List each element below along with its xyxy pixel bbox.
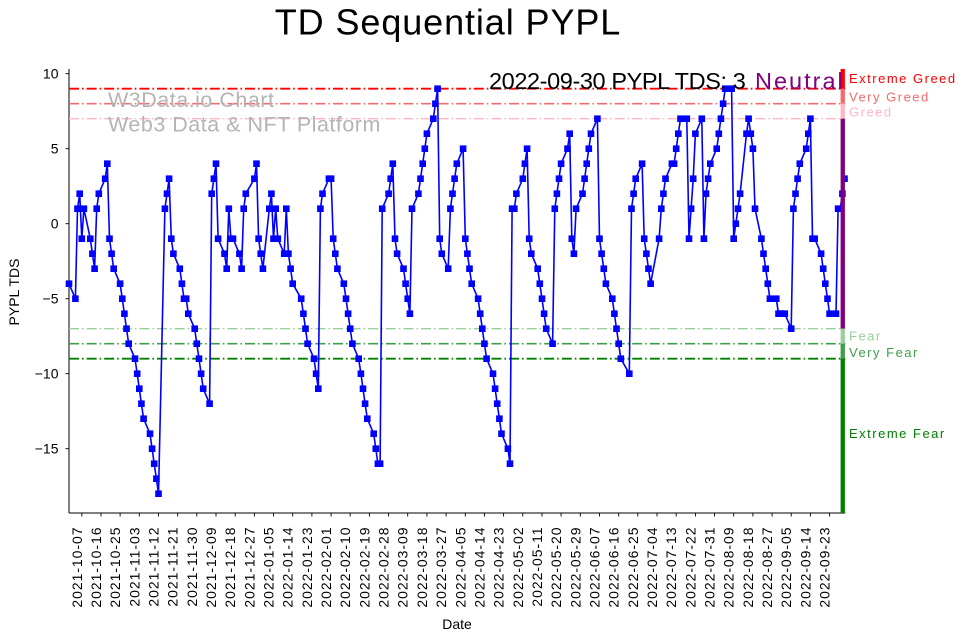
- svg-text:2021-10-25: 2021-10-25: [107, 527, 123, 608]
- svg-text:10: 10: [43, 66, 59, 82]
- svg-text:2021-12-18: 2021-12-18: [222, 527, 238, 608]
- svg-text:2022-01-23: 2022-01-23: [299, 527, 315, 608]
- svg-text:2021-11-21: 2021-11-21: [165, 527, 181, 607]
- svg-text:2022-04-14: 2022-04-14: [471, 527, 487, 608]
- svg-text:−10: −10: [35, 366, 59, 382]
- svg-text:2022-01-05: 2022-01-05: [261, 527, 277, 608]
- svg-text:2022-08-27: 2022-08-27: [759, 527, 775, 608]
- svg-text:2022-07-31: 2022-07-31: [702, 527, 718, 608]
- svg-text:Date: Date: [442, 616, 472, 632]
- svg-text:2022-03-18: 2022-03-18: [414, 527, 430, 608]
- svg-text:2021-10-07: 2021-10-07: [69, 527, 85, 608]
- svg-text:2022-02-10: 2022-02-10: [337, 527, 353, 608]
- svg-text:2022-09-05: 2022-09-05: [778, 527, 794, 608]
- svg-text:W3Data.io Chart: W3Data.io Chart: [108, 88, 274, 112]
- svg-text:2022-05-11: 2022-05-11: [529, 527, 545, 607]
- svg-text:2022-06-07: 2022-06-07: [587, 527, 603, 608]
- svg-text:2022-01-14: 2022-01-14: [280, 527, 296, 608]
- svg-text:2022-04-23: 2022-04-23: [491, 527, 507, 608]
- svg-text:2022-06-16: 2022-06-16: [606, 527, 622, 608]
- svg-text:2021-12-27: 2021-12-27: [241, 527, 257, 608]
- svg-text:2022-05-20: 2022-05-20: [548, 527, 564, 608]
- svg-text:2021-12-09: 2021-12-09: [203, 527, 219, 608]
- svg-text:Extreme Greed: Extreme Greed: [849, 71, 957, 86]
- svg-text:2022-09-14: 2022-09-14: [797, 527, 813, 608]
- svg-text:Very Greed: Very Greed: [849, 90, 930, 105]
- svg-text:−15: −15: [35, 441, 59, 457]
- svg-text:2022-05-02: 2022-05-02: [510, 527, 526, 608]
- svg-text:2022-07-22: 2022-07-22: [682, 527, 698, 608]
- svg-text:2021-11-30: 2021-11-30: [184, 527, 200, 607]
- svg-text:Very Fear: Very Fear: [849, 345, 919, 360]
- svg-text:2022-09-30 PYPL TDS: 3: 2022-09-30 PYPL TDS: 3: [489, 68, 746, 94]
- svg-text:2021-10-16: 2021-10-16: [88, 527, 104, 608]
- svg-text:2022-02-28: 2022-02-28: [376, 527, 392, 608]
- svg-text:Web3 Data & NFT Platform: Web3 Data & NFT Platform: [108, 113, 381, 137]
- svg-text:2022-06-25: 2022-06-25: [625, 527, 641, 608]
- svg-text:2022-05-29: 2022-05-29: [567, 527, 583, 608]
- svg-text:2022-09-23: 2022-09-23: [817, 527, 833, 608]
- svg-text:2022-08-09: 2022-08-09: [721, 527, 737, 608]
- svg-text:Extreme Fear: Extreme Fear: [849, 426, 946, 441]
- svg-text:2021-11-12: 2021-11-12: [146, 527, 162, 607]
- svg-text:2022-02-19: 2022-02-19: [356, 527, 372, 608]
- svg-text:2022-02-01: 2022-02-01: [318, 527, 334, 608]
- svg-text:2022-07-13: 2022-07-13: [663, 527, 679, 608]
- svg-text:2021-11-03: 2021-11-03: [126, 527, 142, 607]
- svg-text:5: 5: [51, 141, 59, 157]
- svg-text:−5: −5: [43, 291, 59, 307]
- svg-text:TD Sequential PYPL: TD Sequential PYPL: [275, 2, 621, 43]
- svg-text:PYPL TDS: PYPL TDS: [6, 259, 22, 326]
- svg-text:Fear: Fear: [849, 329, 882, 344]
- svg-text:2022-04-05: 2022-04-05: [452, 527, 468, 608]
- svg-text:2022-03-09: 2022-03-09: [395, 527, 411, 608]
- svg-text:2022-08-18: 2022-08-18: [740, 527, 756, 608]
- svg-text:2022-07-04: 2022-07-04: [644, 527, 660, 608]
- svg-text:0: 0: [51, 216, 59, 232]
- svg-text:Greed: Greed: [849, 105, 893, 120]
- svg-text:2022-03-27: 2022-03-27: [433, 527, 449, 608]
- svg-text:Neutral: Neutral: [755, 68, 845, 94]
